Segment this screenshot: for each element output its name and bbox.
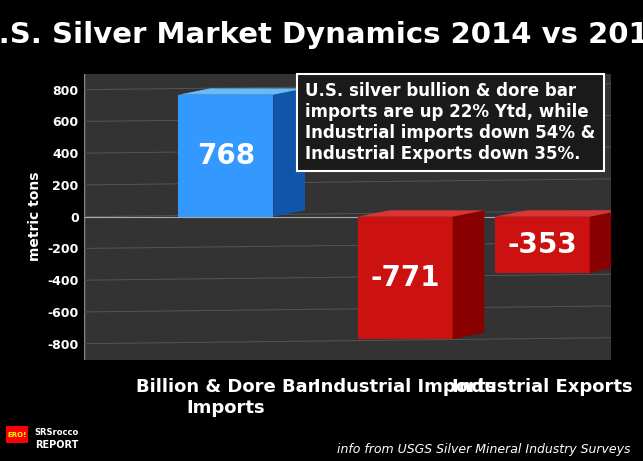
Text: 768: 768 xyxy=(197,142,255,170)
Polygon shape xyxy=(590,210,621,273)
Text: ERO!: ERO! xyxy=(8,432,27,438)
Text: SRSrocco: SRSrocco xyxy=(35,428,78,437)
Text: Industrial Exports: Industrial Exports xyxy=(452,378,633,396)
Y-axis label: metric tons: metric tons xyxy=(28,172,42,261)
Text: Billion & Dore Bar
Imports: Billion & Dore Bar Imports xyxy=(136,378,316,417)
Polygon shape xyxy=(273,89,305,217)
Polygon shape xyxy=(358,210,484,217)
Text: U.S. silver bullion & dore bar
imports are up 22% Ytd, while
Industrial imports : U.S. silver bullion & dore bar imports a… xyxy=(305,83,595,163)
Text: -771: -771 xyxy=(370,264,440,292)
Text: Industrial Imports: Industrial Imports xyxy=(314,378,496,396)
Text: REPORT: REPORT xyxy=(35,440,78,450)
Polygon shape xyxy=(358,217,453,339)
Polygon shape xyxy=(495,210,621,217)
Text: -353: -353 xyxy=(507,230,577,259)
Polygon shape xyxy=(495,217,590,273)
Polygon shape xyxy=(453,210,484,339)
Polygon shape xyxy=(179,89,305,95)
Polygon shape xyxy=(179,95,273,217)
Text: info from USGS Silver Mineral Industry Surveys: info from USGS Silver Mineral Industry S… xyxy=(337,443,630,456)
Text: U.S. Silver Market Dynamics 2014 vs 2015: U.S. Silver Market Dynamics 2014 vs 2015 xyxy=(0,21,643,49)
Bar xyxy=(6,426,28,443)
